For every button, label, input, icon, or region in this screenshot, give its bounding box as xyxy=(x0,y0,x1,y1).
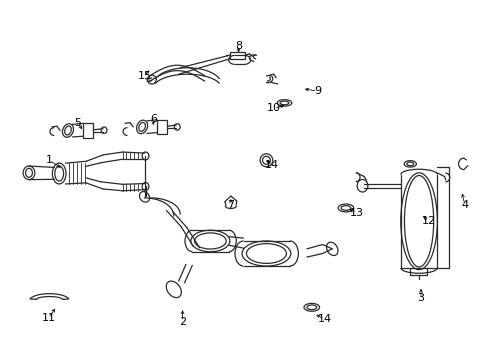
Text: 1: 1 xyxy=(46,155,53,165)
Text: 5: 5 xyxy=(74,118,81,128)
Text: 14: 14 xyxy=(264,159,279,170)
Text: 3: 3 xyxy=(417,293,424,303)
Text: 8: 8 xyxy=(235,41,242,50)
Text: 15: 15 xyxy=(137,71,151,81)
Text: 11: 11 xyxy=(41,313,55,323)
Text: 10: 10 xyxy=(266,103,280,113)
Text: 4: 4 xyxy=(460,200,468,210)
Bar xyxy=(157,120,167,134)
Bar xyxy=(229,51,245,59)
Text: 7: 7 xyxy=(227,200,234,210)
Text: 14: 14 xyxy=(317,314,331,324)
Text: 13: 13 xyxy=(349,208,363,218)
Text: 12: 12 xyxy=(421,216,435,226)
Text: 2: 2 xyxy=(179,317,186,327)
Text: 6: 6 xyxy=(149,114,157,124)
Text: 9: 9 xyxy=(313,86,321,96)
Bar xyxy=(82,123,93,138)
